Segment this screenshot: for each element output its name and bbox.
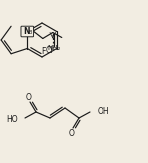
Text: F: F (41, 46, 45, 55)
Text: B: B (29, 30, 32, 36)
Text: HO: HO (6, 114, 18, 124)
Text: N: N (23, 27, 30, 36)
Text: NH₂: NH₂ (47, 44, 61, 51)
Text: O: O (69, 128, 75, 138)
Text: O: O (26, 92, 32, 102)
FancyBboxPatch shape (21, 26, 34, 37)
Text: OH: OH (98, 108, 110, 117)
Text: Cl: Cl (46, 46, 53, 55)
